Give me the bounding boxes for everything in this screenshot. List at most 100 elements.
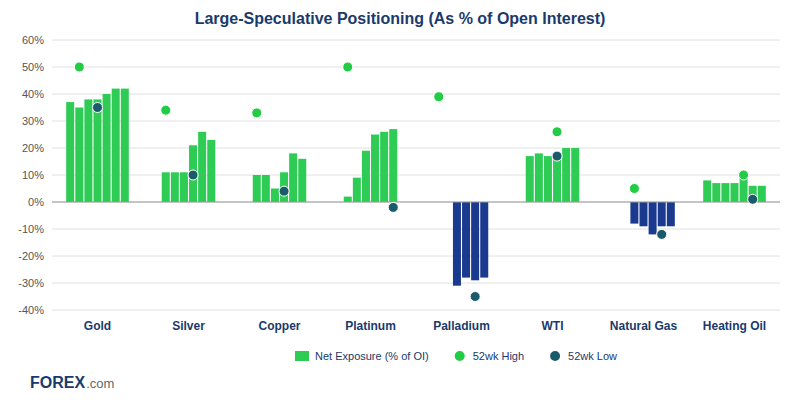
bar bbox=[667, 202, 675, 226]
legend-swatch bbox=[550, 351, 560, 361]
x-tick-label: Natural Gas bbox=[610, 319, 678, 333]
grid-line bbox=[52, 121, 780, 122]
y-tick-label: 30% bbox=[22, 115, 44, 127]
grid-line bbox=[52, 256, 780, 257]
y-tick-label: 0% bbox=[28, 196, 44, 208]
grid-line bbox=[52, 175, 780, 176]
bar bbox=[758, 186, 766, 202]
grid-line bbox=[52, 67, 780, 68]
bar bbox=[730, 183, 738, 202]
y-tick-label: -40% bbox=[18, 304, 44, 316]
dot bbox=[552, 127, 562, 137]
x-tick-label: Palladium bbox=[433, 319, 490, 333]
bar bbox=[544, 156, 552, 202]
bar bbox=[353, 178, 361, 202]
bar bbox=[721, 183, 729, 202]
y-tick-label: 40% bbox=[22, 88, 44, 100]
y-tick-label: -10% bbox=[18, 223, 44, 235]
bar bbox=[371, 135, 379, 203]
bar bbox=[121, 89, 129, 202]
bar bbox=[271, 189, 279, 203]
bar bbox=[93, 99, 101, 202]
dot bbox=[93, 103, 103, 113]
bar bbox=[712, 183, 720, 202]
dot bbox=[252, 108, 262, 118]
bar bbox=[703, 180, 711, 202]
grid-line bbox=[52, 202, 780, 203]
bar bbox=[180, 172, 188, 202]
y-tick-label: 10% bbox=[22, 169, 44, 181]
annotation: .com bbox=[86, 376, 114, 391]
x-tick-label: Heating Oil bbox=[703, 319, 766, 333]
bar bbox=[344, 197, 352, 202]
grid-line bbox=[52, 94, 780, 95]
grid-line bbox=[52, 310, 780, 311]
bar bbox=[189, 145, 197, 202]
bar bbox=[562, 148, 570, 202]
x-tick-label: Gold bbox=[84, 319, 111, 333]
bar bbox=[471, 202, 479, 280]
legend-swatch bbox=[295, 351, 309, 361]
dot bbox=[388, 202, 398, 212]
grid-line bbox=[52, 40, 780, 41]
dot bbox=[552, 151, 562, 161]
bar bbox=[280, 172, 288, 202]
y-tick-label: -30% bbox=[18, 277, 44, 289]
bar bbox=[571, 148, 579, 202]
bar bbox=[380, 132, 388, 202]
dot bbox=[161, 105, 171, 115]
bar bbox=[453, 202, 461, 286]
bar bbox=[462, 202, 470, 278]
y-tick-label: -20% bbox=[18, 250, 44, 262]
bar bbox=[389, 129, 397, 202]
bar bbox=[649, 202, 657, 234]
bar bbox=[84, 99, 92, 202]
dot bbox=[748, 194, 758, 204]
bar bbox=[75, 108, 83, 203]
dot bbox=[629, 184, 639, 194]
legend-item: 52wk High bbox=[455, 350, 524, 362]
bar bbox=[207, 140, 215, 202]
y-tick-label: 50% bbox=[22, 61, 44, 73]
legend: Net Exposure (% of OI) 52wk High 52wk Low bbox=[295, 350, 617, 362]
grid-line bbox=[52, 229, 780, 230]
bar bbox=[198, 132, 206, 202]
legend-item: 52wk Low bbox=[550, 350, 617, 362]
dot bbox=[279, 186, 289, 196]
grid-line bbox=[52, 283, 780, 284]
chart: Large-Speculative Positioning (As % of O… bbox=[0, 0, 800, 400]
dot bbox=[470, 292, 480, 302]
x-tick-label: Copper bbox=[259, 319, 301, 333]
legend-label: 52wk Low bbox=[568, 350, 617, 362]
dot bbox=[657, 229, 667, 239]
baseline bbox=[52, 202, 780, 203]
dot bbox=[188, 170, 198, 180]
bar bbox=[658, 202, 666, 226]
legend-label: Net Exposure (% of OI) bbox=[315, 350, 429, 362]
bar bbox=[289, 153, 297, 202]
bar bbox=[112, 89, 120, 202]
x-tick-label: Platinum bbox=[345, 319, 396, 333]
bar bbox=[535, 153, 543, 202]
bar bbox=[526, 156, 534, 202]
marks bbox=[52, 62, 780, 302]
dot bbox=[434, 92, 444, 102]
y-tick-label: 60% bbox=[22, 34, 44, 46]
grid-line bbox=[52, 148, 780, 149]
x-tick-label: Silver bbox=[172, 319, 205, 333]
annotation: FOREX bbox=[30, 374, 85, 391]
legend-swatch bbox=[455, 351, 465, 361]
bar bbox=[298, 159, 306, 202]
legend-label: 52wk High bbox=[473, 350, 524, 362]
x-tick-label: WTI bbox=[542, 319, 564, 333]
bar bbox=[480, 202, 488, 278]
bar bbox=[362, 151, 370, 202]
bar bbox=[66, 102, 74, 202]
dot bbox=[739, 170, 749, 180]
y-tick-label: 20% bbox=[22, 142, 44, 154]
dot bbox=[74, 62, 84, 72]
bar bbox=[262, 175, 270, 202]
bar bbox=[162, 172, 170, 202]
bar bbox=[103, 94, 111, 202]
title: Large-Speculative Positioning (As % of O… bbox=[195, 10, 606, 27]
